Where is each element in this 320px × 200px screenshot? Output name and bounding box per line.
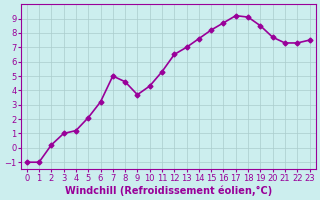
X-axis label: Windchill (Refroidissement éolien,°C): Windchill (Refroidissement éolien,°C): [65, 185, 272, 196]
